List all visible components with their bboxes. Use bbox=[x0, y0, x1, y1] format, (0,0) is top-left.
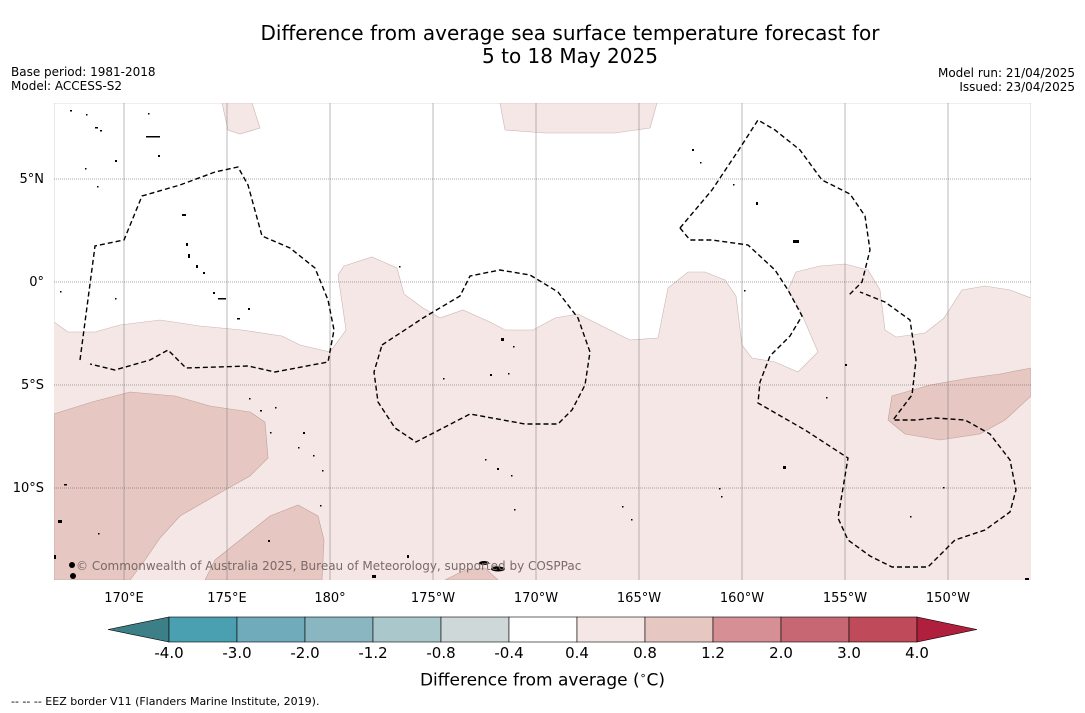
eez-border-kiribati-west bbox=[79, 166, 335, 373]
lat-label-0: 0° bbox=[29, 275, 44, 290]
colorbar-tick-label: -3.0 bbox=[222, 644, 251, 662]
map-title: Difference from average sea surface temp… bbox=[0, 22, 1085, 68]
colorbar-segment bbox=[644, 616, 714, 643]
warm-region-south bbox=[204, 504, 325, 580]
eez-border-central bbox=[373, 269, 591, 443]
neutral-region bbox=[54, 103, 1031, 373]
lon-label-175e: 175°E bbox=[207, 591, 247, 606]
colorbar-segment bbox=[440, 616, 510, 643]
lon-label-180: 180° bbox=[314, 591, 345, 606]
anomaly-patch-north-central bbox=[499, 103, 658, 134]
lon-label-175w: 175°W bbox=[411, 591, 455, 606]
colorbar-label-text: Difference from average ( bbox=[419, 670, 640, 691]
colorbar-tick-label: 4.0 bbox=[905, 644, 929, 662]
lon-label-155w: 155°W bbox=[823, 591, 867, 606]
issued-text: Issued: 23/04/2025 bbox=[959, 80, 1075, 94]
lat-labels: 5°N 0° 5°S 10°S bbox=[13, 172, 44, 496]
colorbar-segment bbox=[304, 616, 374, 643]
model-run-text: Model run: 21/04/2025 bbox=[937, 66, 1075, 80]
colorbar-segment bbox=[712, 616, 782, 643]
lon-labels: 170°E 175°E 180° 175°W 170°W 165°W 160°W… bbox=[104, 591, 970, 606]
lon-label-150w: 150°W bbox=[926, 591, 970, 606]
colorbar-segment bbox=[848, 616, 918, 643]
colorbar-segment bbox=[236, 616, 306, 643]
colorbar-label-unit: C) bbox=[646, 670, 666, 691]
lon-label-160w: 160°W bbox=[720, 591, 764, 606]
lat-gridlines bbox=[54, 178, 1031, 489]
lon-label-170e: 170°E bbox=[104, 591, 144, 606]
colorbar-segment bbox=[168, 616, 238, 643]
colorbar-tick-label: -4.0 bbox=[154, 644, 183, 662]
eez-footnote: -- -- -- EEZ border V11 (Flanders Marine… bbox=[11, 695, 320, 708]
colorbar-tick-label: 0.8 bbox=[633, 644, 657, 662]
colorbar-tick-label: 3.0 bbox=[837, 644, 861, 662]
model-text: Model: ACCESS-S2 bbox=[11, 79, 123, 93]
warm-region-southwest bbox=[54, 391, 269, 580]
meta-right: Model run: 21/04/2025 Issued: 23/04/2025 bbox=[938, 66, 1075, 94]
base-period-text: Base period: 1981-2018 bbox=[11, 65, 156, 79]
lat-label-10s: 10°S bbox=[13, 481, 44, 496]
warm-region-southeast bbox=[887, 367, 1031, 441]
copyright-text: © Commonwealth of Australia 2025, Bureau… bbox=[76, 559, 581, 573]
title-line-1: Difference from average sea surface temp… bbox=[260, 21, 880, 45]
colorbar-label: Difference from average (∘C) bbox=[0, 669, 1085, 691]
colorbar-tick-label: 0.4 bbox=[565, 644, 589, 662]
eez-border-middle bbox=[679, 227, 1017, 568]
colorbar-extend-high bbox=[916, 616, 978, 643]
colorbar-tick-label: -1.2 bbox=[358, 644, 387, 662]
meta-left: Base period: 1981-2018 Model: ACCESS-S2 bbox=[11, 65, 156, 93]
eez-border-line-islands bbox=[679, 119, 871, 297]
colorbar-extend-low bbox=[107, 616, 170, 643]
colorbar-tick-label: 2.0 bbox=[769, 644, 793, 662]
degree-symbol: ∘ bbox=[639, 669, 647, 682]
warm-region-bottom-center bbox=[444, 567, 499, 580]
colorbar-segment bbox=[372, 616, 442, 643]
title-line-2: 5 to 18 May 2025 bbox=[482, 44, 658, 68]
gridlines bbox=[123, 103, 949, 580]
colorbar-tick-label: -0.8 bbox=[426, 644, 455, 662]
islands bbox=[54, 110, 1029, 580]
colorbar-tick-labels: -4.0 -3.0 -2.0 -1.2 -0.8 -0.4 0.4 0.8 1.2 2.0 3.0 4… bbox=[154, 644, 929, 662]
colorbar-segment bbox=[780, 616, 850, 643]
eez-borders bbox=[79, 119, 1017, 568]
colorbar-tick-label: 1.2 bbox=[701, 644, 725, 662]
lat-label-5n: 5°N bbox=[20, 172, 45, 187]
lon-label-170w: 170°W bbox=[514, 591, 558, 606]
lon-label-165w: 165°W bbox=[617, 591, 661, 606]
lat-label-5s: 5°S bbox=[21, 378, 44, 393]
colorbar-tick-label: -0.4 bbox=[494, 644, 523, 662]
colorbar-tick-label: -2.0 bbox=[290, 644, 319, 662]
colorbar-segment bbox=[508, 616, 578, 643]
colorbar-segments bbox=[107, 616, 978, 643]
colorbar-segment bbox=[576, 616, 646, 643]
